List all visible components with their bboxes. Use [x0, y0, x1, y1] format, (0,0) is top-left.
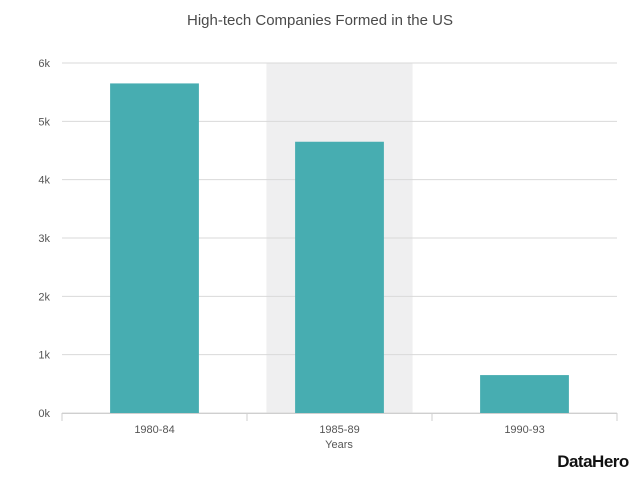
- chart-title: High-tech Companies Formed in the US: [187, 12, 453, 29]
- bar-1990-93[interactable]: [480, 375, 569, 413]
- x-axis-label: Years: [325, 439, 353, 451]
- y-axis-ticks: 0k 1k 2k 3k 4k 5k 6k: [38, 58, 50, 420]
- y-tick-label: 5k: [38, 116, 50, 128]
- datahero-logo: DataHero: [557, 452, 629, 471]
- y-tick-label: 2k: [38, 291, 50, 303]
- y-tick-label: 6k: [38, 58, 50, 70]
- y-tick-label: 4k: [38, 175, 50, 187]
- y-tick-label: 1k: [38, 350, 50, 362]
- x-tick-label: 1990-93: [504, 424, 544, 436]
- y-tick-label: 0k: [38, 408, 50, 420]
- x-axis: 1980-84 1985-89 1990-93: [61, 413, 618, 436]
- x-tick-label: 1985-89: [319, 424, 359, 436]
- bar-1980-84[interactable]: [110, 83, 199, 414]
- bars: [110, 83, 569, 414]
- x-tick-label: 1980-84: [134, 424, 174, 436]
- y-tick-label: 3k: [38, 233, 50, 245]
- bar-1985-89[interactable]: [295, 141, 384, 413]
